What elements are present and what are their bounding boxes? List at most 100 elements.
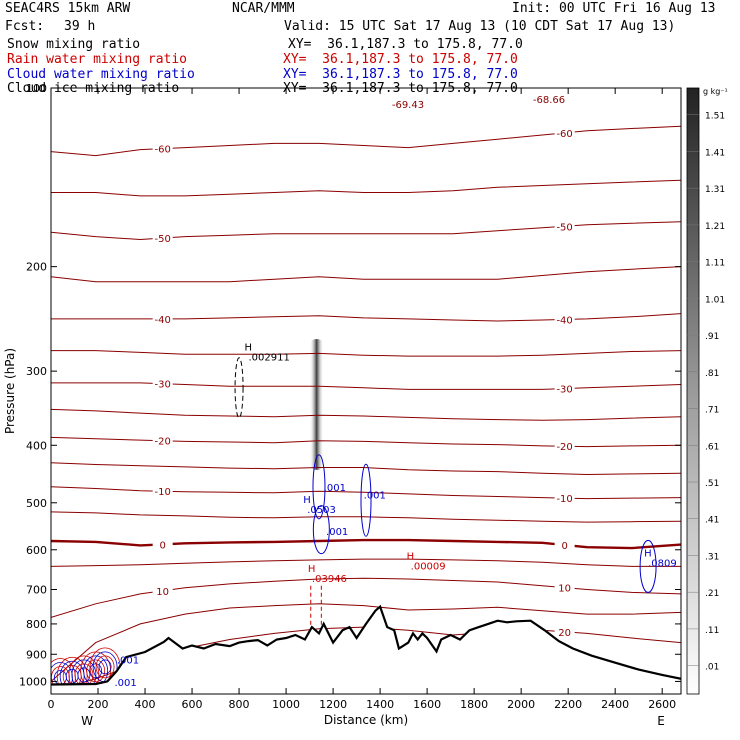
- colorbar-label: 1.21: [705, 222, 725, 232]
- temperature-contour--40: [51, 313, 681, 322]
- max-label: .00009: [411, 562, 446, 573]
- temperature-contour--5: [51, 511, 681, 523]
- y-tick-label: 300: [26, 365, 47, 378]
- max-label: .001: [364, 491, 386, 502]
- y-axis-title: Pressure (hPa): [3, 348, 17, 434]
- max-label: .001: [117, 655, 139, 666]
- y-tick-label: 100: [26, 82, 47, 95]
- max-label: .0503: [307, 505, 336, 516]
- y-tick-label: 1000: [19, 675, 47, 688]
- snow-column-shading: [309, 339, 324, 470]
- contour-label-bg: [554, 126, 575, 139]
- cloud-cluster-ring: [56, 656, 88, 694]
- y-tick-label: 600: [26, 544, 47, 557]
- max-label: .001: [324, 483, 346, 494]
- cloud-water-contour: [312, 505, 330, 555]
- init-time: Init: 00 UTC Fri 16 Aug 13: [512, 1, 716, 16]
- cloud-cluster-ring: [95, 655, 115, 679]
- colorbar-label: .31: [705, 552, 719, 562]
- contour-label: 10: [156, 587, 169, 598]
- x-tick-label: 400: [135, 698, 156, 711]
- contour-label: 20: [558, 628, 571, 639]
- contour-label: 0: [159, 540, 165, 551]
- max-label: .0809: [648, 558, 677, 569]
- contour-label-bg: [152, 538, 173, 551]
- model-title: SEAC4RS 15km ARW: [5, 1, 131, 16]
- y-tick-label: 800: [26, 618, 47, 631]
- contour-label-bg: [554, 581, 575, 594]
- legend-cloud-water-name: Cloud water mixing ratio: [7, 67, 195, 82]
- contour-label-bg: [554, 625, 575, 638]
- terrain-line: [51, 604, 681, 686]
- contour-label: 10: [558, 584, 571, 595]
- cloud-water-contour: [360, 463, 372, 537]
- x-tick-label: 600: [182, 698, 203, 711]
- x-tick-label: 0: [48, 698, 55, 711]
- x-tick-label: 2600: [648, 698, 676, 711]
- temperature-contour--20: [51, 436, 681, 448]
- contour-label-bg: [152, 434, 173, 447]
- max-marker-h: H: [407, 552, 415, 563]
- snow-contour: [234, 357, 244, 419]
- contour-label: -10: [154, 487, 170, 498]
- contour-label-bg: [554, 440, 575, 453]
- contour-label: -10: [556, 494, 572, 505]
- max-label: .002911: [248, 353, 289, 364]
- plot-frame: [50, 87, 682, 695]
- contour-label-bg: [152, 584, 173, 597]
- legend-cloud-water-xy: XY= 36.1,187.3 to 175.8, 77.0: [283, 67, 518, 82]
- colorbar-label: 1.51: [705, 112, 725, 122]
- colorbar-label: .41: [705, 516, 719, 526]
- temperature-contour--50: [51, 221, 681, 241]
- x-axis-title: Distance (km): [324, 713, 408, 727]
- legend-snow-name: Snow mixing ratio: [7, 37, 141, 52]
- x-end-label-west: W: [81, 714, 93, 728]
- terrain-fill: [51, 606, 681, 694]
- colorbar-label: 1.41: [705, 148, 725, 158]
- legend-rain-name: Rain water mixing ratio: [7, 52, 188, 67]
- contour-label-bg: [152, 232, 173, 245]
- x-tick-label: 1800: [460, 698, 488, 711]
- max-label: .001: [326, 527, 348, 538]
- legend-rain-xy: XY= 36.1,187.3 to 175.8, 77.0: [283, 52, 518, 67]
- valid-time: Valid: 15 UTC Sat 17 Aug 13 (10 CDT Sat …: [284, 19, 676, 34]
- contour-label-bg: [554, 382, 575, 395]
- colorbar-label: 1.01: [705, 295, 725, 305]
- max-marker-h: H: [303, 495, 311, 506]
- colorbar-label: .81: [705, 369, 719, 379]
- contour-label-bg: [554, 492, 575, 505]
- contour-label-bg: [152, 377, 173, 390]
- max-marker-h: H: [308, 564, 316, 575]
- y-tick-label: 200: [26, 261, 47, 274]
- legend-snow-xy: XY= 36.1,187.3 to 175.8, 77.0: [288, 37, 523, 52]
- colorbar-label: .91: [705, 332, 719, 342]
- max-label: .03946: [312, 574, 347, 585]
- x-tick-label: 1600: [413, 698, 441, 711]
- contour-label: -30: [154, 380, 170, 391]
- contour-label: -60: [154, 145, 170, 156]
- contour-label: -20: [154, 437, 170, 448]
- x-tick-label: 2000: [507, 698, 535, 711]
- cloud-water-contour: [312, 454, 326, 520]
- x-tick-label: 1200: [319, 698, 347, 711]
- contour-label: -60: [556, 129, 572, 140]
- org-label: NCAR/MMM: [232, 1, 295, 16]
- contour-label-bg: [554, 538, 575, 551]
- max-marker-h: H: [644, 548, 652, 559]
- forecast-label: Fcst:: [5, 19, 45, 34]
- contour-label-bg: [554, 220, 575, 233]
- temperature-contour--45: [51, 266, 681, 283]
- temperature-contour--25: [51, 408, 681, 421]
- temperature-contour--30: [51, 382, 681, 390]
- y-tick-label: 900: [26, 648, 47, 661]
- temperature-contour--55: [51, 179, 681, 197]
- max-marker-h: H: [244, 343, 252, 354]
- contour-label: 0: [561, 541, 567, 552]
- contour-label-bg: [152, 142, 173, 155]
- cloud-cluster-ring: [89, 663, 103, 679]
- colorbar-label: 1.31: [705, 185, 725, 195]
- temperature-contour--60: [51, 125, 681, 157]
- contour-label-bg: [152, 485, 173, 498]
- max-label: .001: [114, 678, 136, 689]
- colorbar-label: .01: [705, 663, 719, 673]
